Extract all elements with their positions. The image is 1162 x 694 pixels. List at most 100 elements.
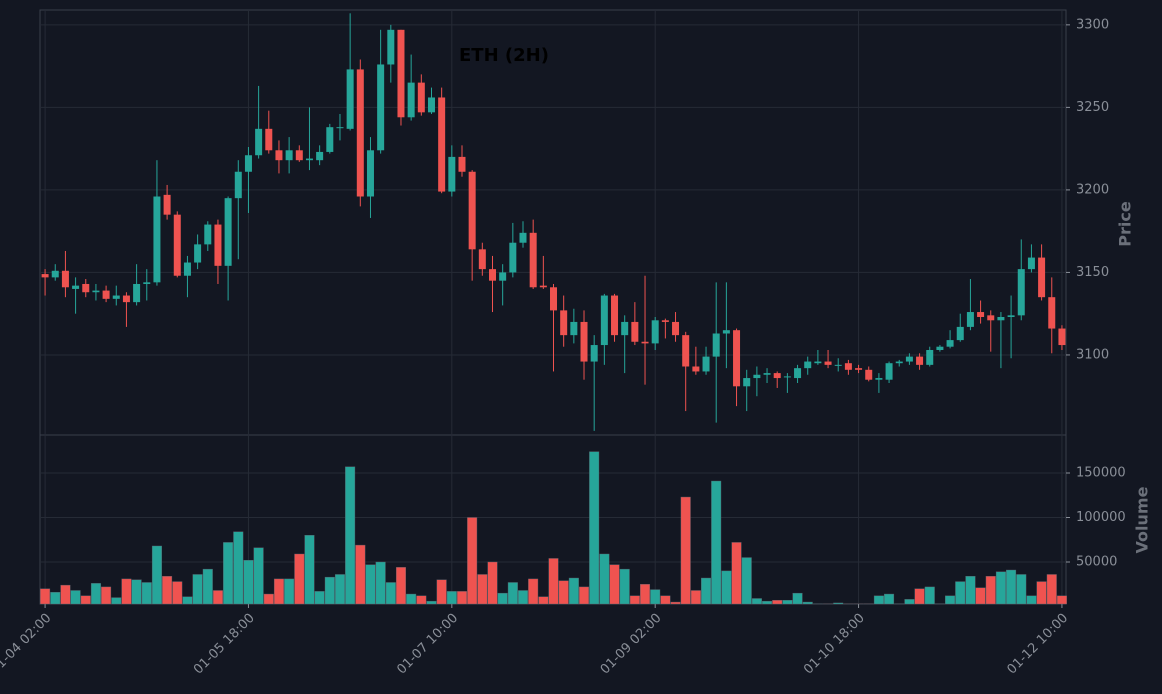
candle-body — [814, 361, 822, 364]
candle-body — [305, 158, 313, 161]
volume-bar — [497, 592, 508, 605]
y-tick-label: 3200 — [1076, 182, 1109, 197]
candle-body — [122, 295, 130, 303]
candle-body — [611, 295, 619, 336]
candle-body — [885, 363, 893, 380]
volume-bar — [507, 582, 518, 605]
volume-bar — [395, 567, 406, 605]
candle-body — [438, 97, 446, 192]
candle-body — [356, 69, 364, 197]
volume-bar — [884, 593, 895, 605]
y-tick-label: 3100 — [1076, 347, 1109, 362]
y-tick-label: 3150 — [1076, 265, 1109, 280]
volume-bar — [294, 553, 305, 605]
candle-body — [600, 295, 608, 346]
volume-bar — [782, 600, 793, 605]
volume-bar — [324, 576, 335, 605]
candle-body — [72, 285, 80, 289]
y-tick-label: 50000 — [1076, 554, 1117, 569]
volume-bar — [60, 584, 71, 605]
volume-bar — [741, 557, 752, 605]
candle-body — [204, 224, 212, 245]
candle-body — [743, 378, 751, 387]
volume-bar — [487, 561, 498, 605]
candle-body — [173, 214, 181, 276]
volume-bar — [711, 480, 722, 605]
candle-body — [326, 127, 334, 152]
candle-body — [590, 345, 598, 362]
x-tick-label: 01-04 02:00 — [0, 611, 54, 678]
volume-bar — [141, 582, 152, 605]
volume-bar — [334, 574, 345, 605]
candle-body — [1048, 297, 1056, 329]
volume-bar — [792, 592, 803, 605]
volume-bar — [172, 581, 183, 605]
candle-body — [966, 312, 974, 327]
price-panel — [39, 9, 1067, 436]
volume-bar — [1016, 574, 1027, 605]
candle-body — [956, 326, 964, 341]
candle-body — [285, 150, 293, 161]
y-tick-label: 100000 — [1076, 510, 1126, 525]
volume-bar — [365, 564, 376, 605]
volume-bar — [568, 577, 579, 605]
volume-bar — [985, 576, 996, 605]
volume-bar — [426, 600, 437, 605]
candle-body — [143, 282, 151, 284]
candle-body — [214, 224, 222, 266]
volume-bar — [751, 598, 762, 605]
volume-bar — [660, 595, 671, 605]
candle-body — [783, 376, 791, 378]
x-tick-label: 01-07 10:00 — [394, 611, 461, 678]
y-tick-label: 3300 — [1076, 17, 1109, 32]
volume-bar — [975, 587, 986, 605]
candle-body — [407, 82, 415, 118]
volume-bar — [548, 558, 559, 605]
candle-body — [844, 363, 852, 370]
candle-body — [346, 69, 354, 129]
volume-bar — [111, 597, 122, 605]
volume-bar — [467, 517, 478, 605]
volume-bar — [355, 544, 366, 605]
volume-bar — [121, 578, 132, 605]
candle-body — [692, 366, 700, 372]
volume-bar — [80, 595, 91, 605]
candle-body — [488, 269, 496, 281]
volume-bar — [284, 578, 295, 605]
candle-body — [916, 356, 924, 365]
volume-bar — [477, 574, 488, 605]
chart-title: ETH (2H) — [459, 45, 549, 66]
candle-body — [946, 340, 954, 347]
volume-bar — [101, 586, 112, 605]
candle-body — [926, 350, 934, 365]
candle-body — [672, 321, 680, 336]
candle-body — [102, 290, 110, 299]
candle-body — [255, 128, 263, 156]
candle-body — [539, 285, 547, 288]
volume-bar — [385, 582, 396, 605]
candle-body — [977, 312, 985, 317]
volume-bar — [945, 595, 956, 605]
candle-body — [478, 249, 486, 270]
candle-body — [448, 156, 456, 192]
volume-bar — [609, 564, 620, 605]
y-tick-label: 150000 — [1076, 466, 1126, 481]
x-tick-label: 01-05 18:00 — [191, 611, 258, 678]
candle-body — [133, 283, 141, 303]
candle-body — [194, 244, 202, 263]
volume-bar — [538, 596, 549, 605]
volume-bar — [233, 531, 244, 605]
candle-body — [997, 316, 1005, 321]
candle-body — [631, 321, 639, 342]
candle-body — [112, 295, 120, 299]
candle-body — [51, 270, 59, 278]
candle-body — [366, 150, 374, 197]
candle-body — [417, 82, 425, 113]
volume-bar — [518, 590, 529, 605]
candle-body — [41, 274, 49, 278]
x-tick-label: 01-09 02:00 — [598, 611, 665, 678]
volume-bar — [619, 568, 630, 605]
volume-bar — [640, 584, 651, 605]
volume-bar — [721, 570, 732, 605]
volume-bar — [955, 581, 966, 605]
